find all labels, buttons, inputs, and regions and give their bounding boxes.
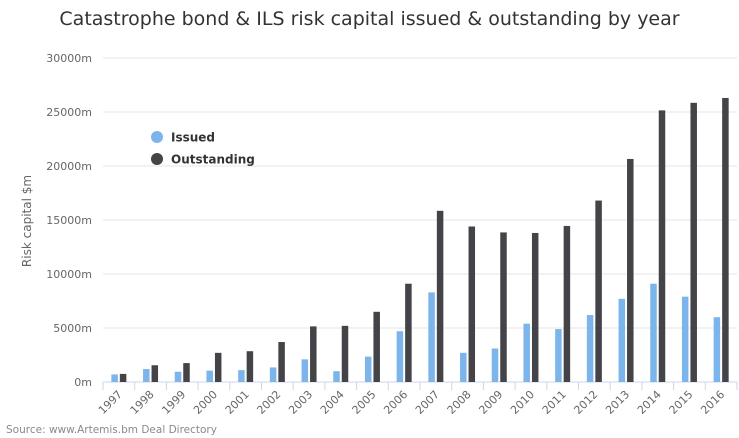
bar-outstanding[interactable] [658, 110, 666, 382]
x-axis: 1997 1998 1999 2000 2001 2002 2003 2004 2005 2006… [96, 382, 738, 417]
y-axis-label: Risk capital $m [20, 175, 34, 267]
bar-outstanding[interactable] [373, 311, 380, 382]
bar-outstanding[interactable] [595, 200, 602, 382]
y-tick-label: 20000m [46, 160, 92, 173]
bar-issued[interactable] [269, 367, 277, 382]
bar-issued[interactable] [428, 292, 435, 382]
bar-issued[interactable] [206, 370, 213, 382]
bar-outstanding[interactable] [563, 225, 571, 382]
legend-label-issued[interactable]: Issued [171, 131, 215, 145]
x-tick-label: 2001 [223, 388, 252, 417]
x-tick-label: 2005 [350, 388, 379, 417]
bar-outstanding[interactable] [468, 226, 476, 382]
bar-issued[interactable] [555, 329, 562, 382]
grid-lines [103, 57, 737, 383]
x-tick-label: 1998 [128, 388, 157, 417]
bar-issued[interactable] [333, 371, 340, 382]
legend-marker-issued[interactable] [151, 131, 163, 143]
bar-outstanding[interactable] [405, 283, 412, 382]
bar-issued[interactable] [460, 352, 467, 382]
bar-issued[interactable] [586, 315, 594, 382]
bar-issued[interactable] [143, 369, 150, 382]
x-tick-label: 1999 [159, 388, 188, 417]
bar-outstanding[interactable] [183, 363, 190, 382]
x-tick-label: 2011 [540, 388, 569, 417]
bar-outstanding[interactable] [246, 351, 254, 382]
y-tick-label: 10000m [46, 268, 92, 281]
x-tick-label: 2007 [413, 388, 442, 417]
bar-series [111, 97, 729, 383]
bar-issued[interactable] [491, 348, 499, 382]
bar-issued[interactable] [681, 296, 689, 382]
legend-marker-outstanding[interactable] [151, 153, 163, 165]
x-tick-label: 2002 [254, 388, 283, 417]
x-tick-label: 2008 [445, 388, 474, 417]
x-tick-label: 2004 [318, 388, 347, 417]
bar-outstanding[interactable] [722, 97, 729, 383]
bar-issued[interactable] [238, 370, 245, 382]
chart-title: Catastrophe bond & ILS risk capital issu… [59, 8, 680, 30]
bar-outstanding[interactable] [627, 158, 634, 382]
source-note: Source: www.Artemis.bm Deal Directory [6, 424, 217, 436]
x-tick-label: 1997 [96, 388, 125, 417]
y-tick-label: 25000m [46, 106, 92, 119]
x-tick-label: 2010 [508, 388, 537, 417]
bar-outstanding[interactable] [341, 325, 349, 382]
x-tick-label: 2014 [635, 388, 664, 417]
bar-issued[interactable] [301, 359, 309, 382]
x-tick-label: 2000 [191, 388, 220, 417]
x-tick-label: 2006 [381, 388, 410, 417]
y-axis: 0m 5000m 10000m 15000m 20000m 25000m 30000m [46, 52, 92, 389]
bar-issued[interactable] [174, 371, 182, 382]
y-tick-label: 15000m [46, 214, 92, 227]
y-tick-label: 5000m [53, 322, 92, 335]
bar-outstanding[interactable] [310, 326, 317, 382]
x-tick-label: 2016 [698, 388, 727, 417]
x-tick-label: 2012 [571, 388, 600, 417]
bar-outstanding[interactable] [531, 232, 539, 382]
bar-outstanding[interactable] [278, 342, 285, 382]
bar-issued[interactable] [364, 356, 372, 382]
bar-issued[interactable] [713, 317, 721, 382]
bar-issued[interactable] [396, 331, 404, 382]
bar-issued[interactable] [650, 283, 657, 382]
x-tick-label: 2009 [476, 388, 505, 417]
bar-outstanding[interactable] [690, 102, 697, 382]
y-tick-label: 0m [74, 376, 92, 389]
bar-outstanding[interactable] [214, 352, 222, 382]
bar-outstanding[interactable] [151, 365, 159, 382]
x-tick-label: 2003 [286, 388, 315, 417]
legend[interactable]: Issued Outstanding [151, 131, 255, 167]
bar-outstanding[interactable] [500, 232, 507, 382]
bar-issued[interactable] [618, 298, 626, 382]
y-tick-label: 30000m [46, 52, 92, 65]
bar-outstanding[interactable] [119, 373, 127, 382]
legend-label-outstanding[interactable]: Outstanding [171, 153, 255, 167]
bar-issued[interactable] [111, 374, 118, 382]
bar-outstanding[interactable] [436, 210, 444, 382]
x-tick-label: 2015 [667, 388, 696, 417]
x-tick-label: 2013 [603, 388, 632, 417]
bar-issued[interactable] [523, 323, 530, 382]
